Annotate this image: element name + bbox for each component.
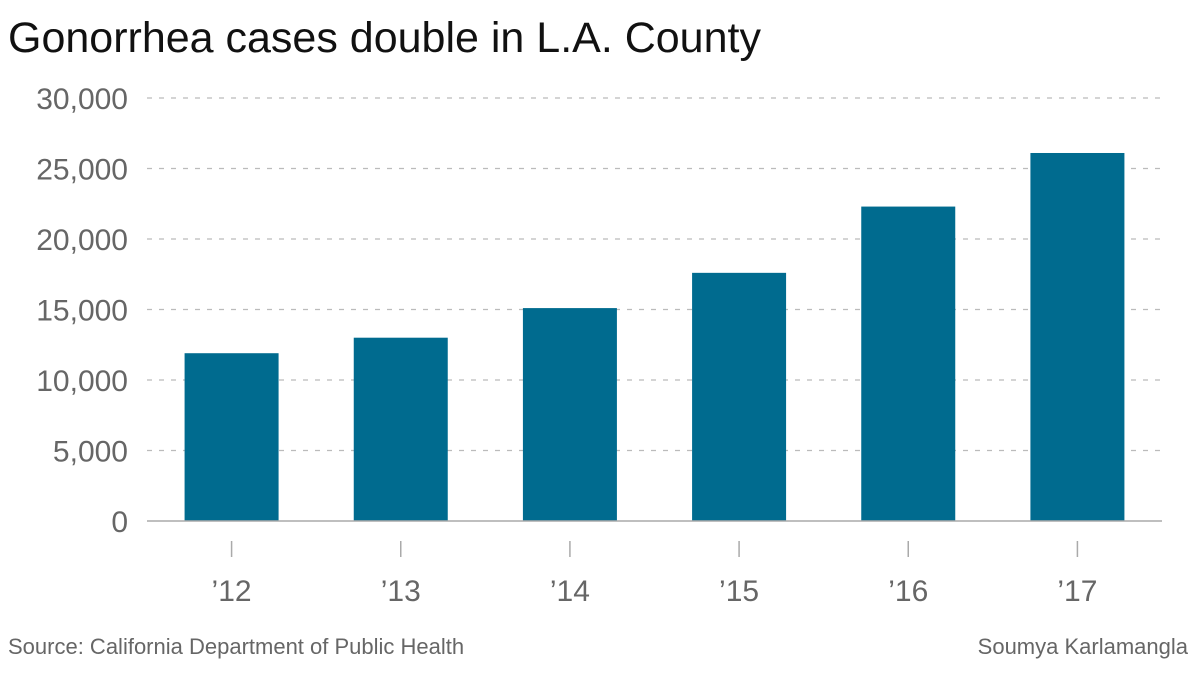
bar xyxy=(353,337,448,521)
x-tick-label: ’14 xyxy=(550,575,590,608)
y-tick-label: 15,000 xyxy=(36,295,128,328)
bar xyxy=(692,272,787,521)
credit-note: Soumya Karlamangla xyxy=(977,634,1188,659)
bar xyxy=(522,308,617,521)
x-tick-label: ’17 xyxy=(1057,575,1097,608)
y-tick-label: 30,000 xyxy=(36,83,128,116)
source-note: Source: California Department of Public … xyxy=(8,634,465,659)
x-tick-label: ’15 xyxy=(719,575,759,608)
x-tick-label: ’12 xyxy=(212,575,252,608)
y-tick-label: 10,000 xyxy=(36,365,128,398)
y-tick-label: 25,000 xyxy=(36,154,128,187)
x-tick-label: ’16 xyxy=(888,575,928,608)
y-tick-label: 0 xyxy=(111,506,128,539)
chart-title: Gonorrhea cases double in L.A. County xyxy=(8,14,761,62)
bar xyxy=(184,353,279,521)
bar xyxy=(1030,152,1125,522)
x-tick-label: ’13 xyxy=(381,575,421,608)
y-tick-label: 5,000 xyxy=(53,436,128,469)
bar xyxy=(861,206,956,521)
y-tick-label: 20,000 xyxy=(36,224,128,257)
